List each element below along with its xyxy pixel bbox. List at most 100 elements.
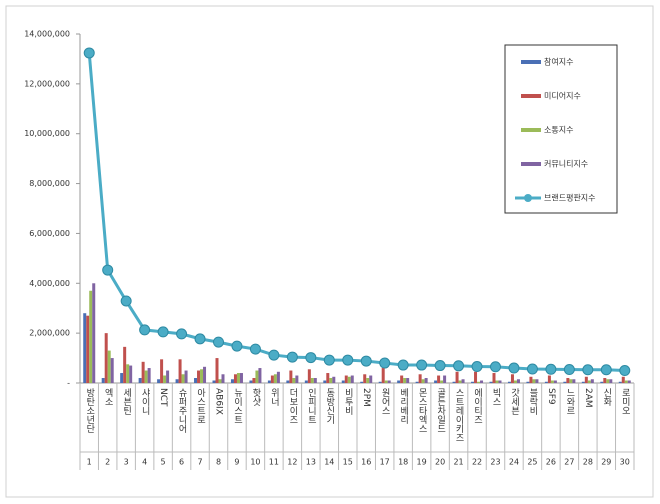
- line-marker: [563, 364, 575, 376]
- rank-label: 21: [453, 458, 463, 467]
- x-tick-label: SF9: [546, 388, 556, 405]
- x-tick-label: 뉴이스트: [232, 388, 242, 424]
- bar: [157, 379, 161, 383]
- rank-label: 5: [161, 458, 166, 467]
- bar: [200, 369, 204, 383]
- bar: [461, 379, 465, 383]
- x-tick-label: AB6IX: [214, 388, 224, 415]
- bar: [424, 378, 428, 383]
- rank-label: 7: [197, 458, 202, 467]
- bar: [507, 381, 511, 383]
- bar: [415, 381, 419, 383]
- x-tick-label: 2PM: [361, 388, 371, 407]
- line-marker: [213, 336, 224, 348]
- y-tick-label: 6,000,000: [29, 229, 70, 238]
- x-tick-label: 비투비: [343, 388, 353, 416]
- bar: [160, 359, 164, 383]
- x-tick-label: 몬스타엑스: [417, 388, 427, 433]
- x-tick-label: 동방신기: [324, 388, 334, 425]
- bar: [347, 376, 351, 383]
- rank-label: 11: [269, 458, 279, 467]
- x-tick-label: 샤이니: [140, 388, 150, 416]
- line-marker: [268, 349, 280, 361]
- rank-label: 4: [142, 458, 147, 467]
- bar: [495, 380, 499, 383]
- bar: [286, 380, 290, 383]
- x-tick-label: 스트레이키즈: [454, 388, 464, 442]
- x-tick-label: 위너: [269, 388, 279, 407]
- rank-label: 13: [306, 458, 316, 467]
- rank-label: 26: [546, 458, 556, 467]
- bar: [547, 375, 551, 383]
- bar: [418, 374, 422, 383]
- bar: [267, 380, 271, 383]
- bar: [239, 373, 243, 383]
- y-tick-label: 14,000,000: [24, 30, 70, 39]
- bar: [378, 381, 382, 383]
- bar: [492, 373, 496, 383]
- bar: [550, 380, 554, 383]
- rank-label: 29: [601, 458, 611, 467]
- line-marker: [416, 359, 428, 371]
- bar: [600, 381, 604, 383]
- bar: [197, 370, 201, 383]
- legend-label: 미디어지수: [544, 91, 581, 101]
- bar: [458, 380, 462, 383]
- line-marker: [453, 360, 465, 372]
- x-tick-label: 블락비: [527, 388, 537, 416]
- bar: [563, 381, 567, 383]
- line-marker: [305, 352, 317, 364]
- bar: [178, 359, 182, 383]
- x-tick-label: 갓세븐: [509, 388, 519, 415]
- bar: [270, 375, 274, 383]
- line-marker: [286, 351, 298, 363]
- rank-label: 16: [361, 458, 371, 467]
- bar: [273, 374, 277, 383]
- bar: [387, 380, 391, 383]
- bar: [86, 315, 90, 383]
- bar: [455, 371, 459, 383]
- line-marker: [471, 361, 483, 373]
- line-marker: [526, 363, 538, 375]
- line-marker: [120, 295, 132, 307]
- bar: [544, 381, 548, 383]
- x-tick-label: 골든차일드: [435, 388, 445, 433]
- y-tick-label: 4,000,000: [29, 279, 70, 288]
- x-tick-label: 느와르: [564, 388, 574, 415]
- bar: [233, 374, 237, 383]
- rank-label: 25: [527, 458, 537, 467]
- line-marker: [545, 363, 557, 375]
- bar: [569, 379, 573, 383]
- bar: [292, 378, 296, 383]
- x-tick-label: 원어스: [380, 388, 390, 415]
- line-marker: [490, 361, 501, 373]
- y-tick-label: 2,000,000: [29, 329, 70, 338]
- legend-label: 브랜드평판지수: [544, 193, 596, 203]
- bar: [89, 290, 93, 383]
- line-marker: [157, 326, 169, 338]
- legend-label: 소통지수: [544, 126, 573, 135]
- rank-label: 30: [620, 458, 630, 467]
- bar: [184, 370, 188, 383]
- bar: [363, 374, 367, 383]
- bar: [621, 376, 625, 383]
- bar: [513, 380, 517, 383]
- bar: [255, 370, 259, 383]
- x-tick-label: 신화: [601, 388, 611, 407]
- bar: [92, 283, 96, 383]
- bar: [123, 346, 127, 383]
- bar: [120, 373, 124, 383]
- rank-label: 28: [583, 458, 593, 467]
- x-tick-label: 인피니트: [306, 388, 316, 424]
- line-marker: [342, 354, 354, 366]
- bar: [236, 373, 240, 383]
- bar: [516, 379, 520, 383]
- bar: [212, 380, 216, 383]
- bar: [381, 368, 385, 383]
- bar: [138, 378, 142, 383]
- x-tick-label: 더보이즈: [287, 388, 297, 424]
- bar: [175, 379, 179, 383]
- x-tick-label: 세븐틴: [121, 388, 131, 415]
- line-marker: [176, 328, 188, 340]
- bar: [403, 378, 407, 383]
